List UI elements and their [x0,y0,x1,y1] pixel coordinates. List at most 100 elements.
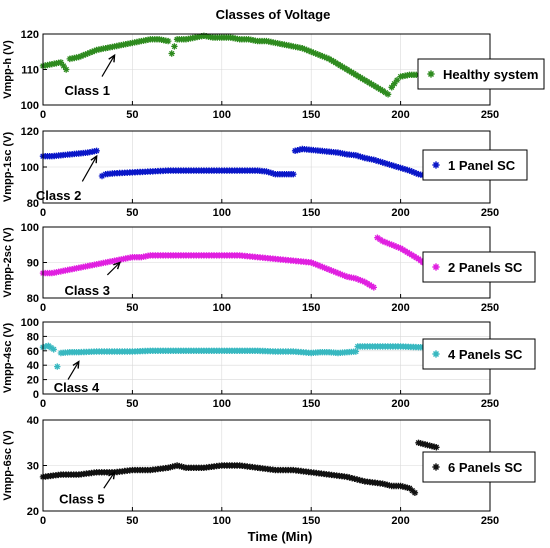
data-point [287,257,294,264]
data-point [46,269,53,277]
data-point [269,466,277,473]
data-point [391,80,398,87]
y-tick-label: 100 [21,100,39,112]
data-point [77,53,85,60]
data-point [350,274,357,282]
data-point [287,466,294,474]
data-point [390,242,398,249]
y-tick-label: 120 [21,126,39,138]
data-point [388,241,395,248]
data-point [162,37,170,44]
x-tick-label: 0 [40,207,46,219]
data-point [316,262,324,270]
data-point [233,167,241,174]
data-point [91,47,98,55]
data-point [350,70,357,77]
legend-box [422,149,528,181]
legend-marker [432,161,440,169]
data-point [430,443,438,450]
data-point [330,268,337,275]
data-point [359,154,366,161]
data-point [180,36,187,43]
x-tick-label: 50 [126,515,138,527]
legend-box [417,58,545,90]
data-point [171,43,178,50]
annotation-arrowhead [108,53,116,63]
annotation-arrow [101,54,116,77]
data-point [89,48,96,55]
data-point [234,35,241,43]
data-point [278,171,286,178]
data-point [323,54,330,62]
data-point [270,170,277,177]
x-tick-label: 250 [481,302,499,314]
data-point [216,34,223,41]
data-series-5 [39,439,440,496]
annotation-arrowhead [113,261,122,270]
data-point [388,84,395,91]
data-point [319,263,326,271]
data-point [386,240,393,248]
y-axis-label: Vmpp-1sc (V) [2,132,14,203]
legend-label: 6 Panels SC [448,460,523,475]
data-point [368,156,375,163]
data-point [393,77,401,84]
legend-marker [432,350,440,358]
annotation-arrow [103,471,116,489]
data-point [251,167,259,174]
data-point [118,41,125,49]
data-point [109,258,116,265]
data-point [153,36,161,43]
legend-marker [427,70,435,78]
data-point [55,152,62,159]
data-point [359,277,366,285]
data-point [42,343,49,350]
legend-box [422,338,536,370]
data-point [108,348,116,355]
data-point [377,158,384,165]
x-tick-label: 50 [126,207,138,219]
data-point [328,267,335,274]
data-point [171,462,179,470]
data-point [337,270,344,278]
data-point [379,159,386,166]
data-point [216,252,223,259]
data-point [404,166,411,174]
data-point [189,34,196,42]
x-tick-label: 100 [213,515,231,527]
x-tick-label: 100 [213,302,231,314]
data-point [118,256,125,263]
data-point [357,277,364,284]
data-point [127,254,134,261]
data-point [341,272,348,279]
data-point [162,347,169,354]
data-point [84,50,91,57]
data-point [305,146,313,153]
annotation-arrow [106,262,121,276]
data-point [216,167,223,174]
data-point [162,464,169,472]
data-point [180,252,187,259]
x-tick-label: 0 [40,515,46,527]
legend-box [422,451,536,483]
data-point [55,59,62,66]
y-tick-label: 100 [21,162,39,174]
x-tick-label: 200 [391,398,409,410]
data-point [325,55,333,63]
x-tick-label: 50 [126,398,138,410]
data-point [198,33,205,40]
y-tick-label: 60 [27,346,39,358]
data-point [270,39,277,46]
x-tick-label: 250 [481,207,499,219]
data-point [91,261,98,268]
data-point [64,266,71,274]
data-point [233,462,241,469]
data-point [310,260,317,267]
data-point [377,86,384,93]
data-point [168,50,175,57]
data-point [325,266,333,273]
data-point [225,34,232,41]
class-label: Class 5 [59,492,105,507]
y-tick-label: 80 [27,293,39,305]
data-point [261,168,268,175]
